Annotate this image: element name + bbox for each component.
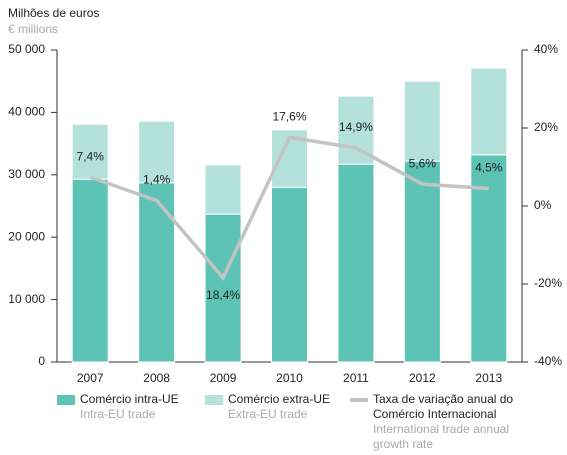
y2-tick-label: 40% bbox=[534, 42, 558, 56]
x-tick-label: 2011 bbox=[343, 371, 369, 385]
legend-item: Comércio extra-UE Extra-EU trade bbox=[205, 392, 345, 422]
y-tick-label: 10 000 bbox=[8, 292, 45, 306]
y-tick-label: 50 000 bbox=[8, 42, 45, 56]
data-label: 17,6% bbox=[272, 110, 306, 124]
data-label: 5,6% bbox=[409, 156, 437, 170]
x-tick-label: 2010 bbox=[276, 371, 303, 385]
y2-tick-label: -20% bbox=[534, 276, 562, 290]
legend-sublabel: Intra-EU trade bbox=[80, 407, 156, 421]
y2-tick-label: 20% bbox=[534, 120, 558, 134]
bar bbox=[204, 213, 242, 363]
legend-swatch bbox=[205, 395, 223, 405]
legend-item: Comércio intra-UE Intra-EU trade bbox=[57, 392, 202, 422]
x-tick-label: 2012 bbox=[409, 371, 436, 385]
legend-label: Comércio extra-UE bbox=[228, 392, 331, 406]
line bbox=[89, 135, 489, 281]
y-tick-label: 40 000 bbox=[8, 105, 45, 119]
y2-tick-label: -40% bbox=[534, 354, 562, 368]
legend-sublabel: International trade annual growth rate bbox=[373, 422, 510, 451]
bar bbox=[403, 160, 441, 363]
legend-item: Taxa de variação anual do Comércio Inter… bbox=[350, 392, 550, 452]
y-tick-label: 30 000 bbox=[8, 167, 45, 181]
data-label: 14,9% bbox=[339, 120, 373, 134]
y-axis-title: Milhões de euros bbox=[8, 6, 99, 20]
y-tick-label: 0 bbox=[38, 354, 45, 368]
bar bbox=[470, 67, 508, 156]
chart: Milhões de euros € millions 0 10 000 20 00… bbox=[8, 6, 562, 385]
x-tick-label: 2009 bbox=[210, 371, 237, 385]
x-tick-label: 2013 bbox=[475, 371, 502, 385]
x-tick-label: 2008 bbox=[143, 371, 170, 385]
x-tick-label: 2007 bbox=[77, 371, 104, 385]
legend-label: Comércio intra-UE bbox=[80, 392, 179, 406]
legend-swatch bbox=[57, 395, 75, 405]
y2-tick-label: 0% bbox=[534, 198, 552, 212]
data-label: 7,4% bbox=[77, 149, 105, 163]
legend-swatch bbox=[350, 398, 368, 402]
legend-sublabel: Extra-EU trade bbox=[228, 407, 308, 421]
bar bbox=[271, 186, 308, 363]
bar bbox=[71, 178, 109, 363]
bar bbox=[138, 120, 176, 184]
legend-label: Taxa de variação anual do Comércio Inter… bbox=[373, 392, 514, 421]
bar bbox=[204, 164, 242, 215]
data-label: 4,5% bbox=[475, 161, 503, 175]
data-label: 1,4% bbox=[143, 173, 171, 187]
data-label: 18,4% bbox=[206, 288, 240, 302]
bar bbox=[403, 80, 441, 162]
y-tick-label: 20 000 bbox=[8, 229, 45, 243]
bar bbox=[470, 154, 508, 363]
bar bbox=[337, 163, 375, 363]
y-axis-subtitle: € millions bbox=[8, 22, 58, 36]
bar bbox=[71, 123, 109, 180]
bar bbox=[138, 182, 176, 363]
